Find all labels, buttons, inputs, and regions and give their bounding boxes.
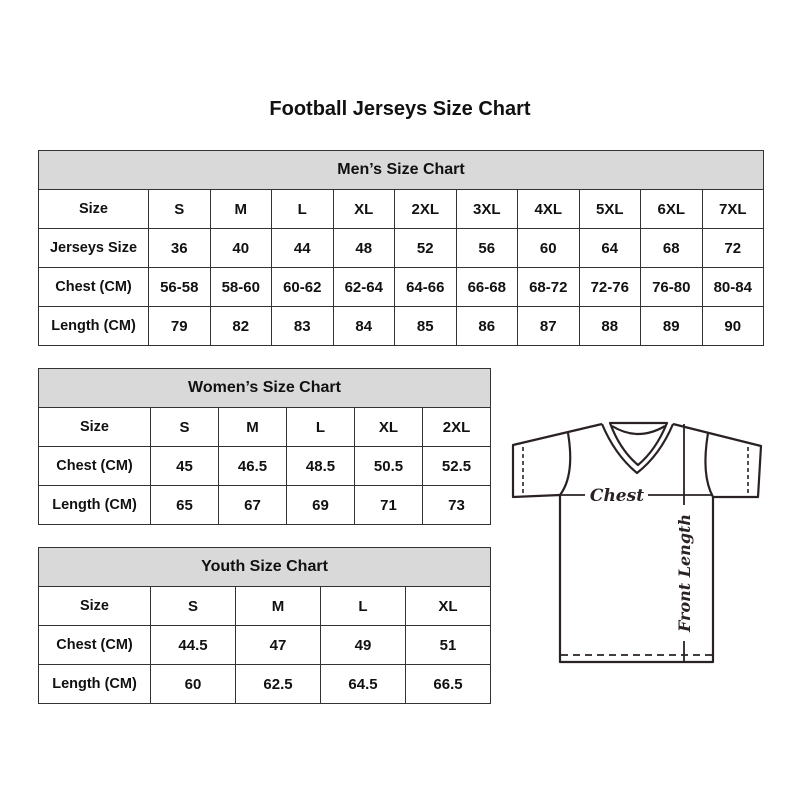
youth-row: Size S M L XL (38, 586, 491, 626)
youth-caption: Youth Size Chart (38, 547, 491, 587)
womens-row: Length (CM) 65 67 69 71 73 (38, 485, 491, 525)
table-cell: 85 (394, 306, 457, 346)
table-cell: 60 (517, 228, 580, 268)
table-cell: XL (354, 407, 423, 447)
table-cell: 6XL (640, 189, 703, 229)
womens-size-table: Women’s Size Chart Size S M L XL 2XL Chest (CM… (38, 368, 491, 525)
table-cell: 72-76 (578, 267, 641, 307)
chest-label: Chest (590, 486, 644, 506)
table-cell: 69 (286, 485, 355, 525)
table-cell: 90 (701, 306, 764, 346)
table-cell: 73 (422, 485, 491, 525)
front-length-label: Front Length (675, 514, 694, 633)
womens-caption: Women’s Size Chart (38, 368, 491, 408)
table-cell: 44.5 (150, 625, 236, 665)
table-cell: 48.5 (286, 446, 355, 486)
table-cell: 50.5 (354, 446, 423, 486)
collar-back (611, 425, 666, 436)
table-cell: 82 (209, 306, 272, 346)
table-cell: 66-68 (455, 267, 518, 307)
table-cell: S (150, 586, 236, 626)
jersey-outline (511, 422, 763, 664)
table-cell: 62.5 (235, 664, 321, 704)
table-cell: 80-84 (701, 267, 764, 307)
table-cell: 67 (218, 485, 287, 525)
table-cell: 47 (235, 625, 321, 665)
table-cell: 86 (455, 306, 518, 346)
table-cell: 71 (354, 485, 423, 525)
mens-row: Size S M L XL 2XL 3XL 4XL 5XL 6XL 7XL (38, 189, 764, 229)
table-cell: 68-72 (517, 267, 580, 307)
row-label: Size (38, 407, 151, 447)
table-cell: 5XL (578, 189, 641, 229)
table-cell: 48 (332, 228, 395, 268)
table-cell: M (235, 586, 321, 626)
table-cell: 51 (405, 625, 491, 665)
row-label: Chest (CM) (38, 625, 151, 665)
table-cell: L (320, 586, 406, 626)
row-label: Length (CM) (38, 306, 149, 346)
table-cell: 79 (148, 306, 211, 346)
table-cell: 88 (578, 306, 641, 346)
v-neck-inner (608, 421, 669, 467)
right-sleeve-seam (704, 432, 714, 498)
table-cell: 2XL (422, 407, 491, 447)
table-cell: 84 (332, 306, 395, 346)
youth-row: Chest (CM) 44.5 47 49 51 (38, 625, 491, 665)
v-neck-outer (600, 423, 675, 475)
table-cell: L (271, 189, 334, 229)
mens-caption: Men’s Size Chart (38, 150, 764, 190)
row-label: Length (CM) (38, 485, 151, 525)
page-title: Football Jerseys Size Chart (269, 98, 531, 120)
table-cell: 44 (271, 228, 334, 268)
table-cell: XL (332, 189, 395, 229)
table-cell: 62-64 (332, 267, 395, 307)
table-cell: 40 (209, 228, 272, 268)
table-cell: 60 (150, 664, 236, 704)
table-cell: 52.5 (422, 446, 491, 486)
table-cell: 68 (640, 228, 703, 268)
youth-size-table: Youth Size Chart Size S M L XL Chest (CM) 44.5… (38, 547, 491, 704)
table-cell: 76-80 (640, 267, 703, 307)
mens-row: Length (CM) 79 82 83 84 85 86 87 88 89 90 (38, 306, 764, 346)
table-cell: 36 (148, 228, 211, 268)
youth-row: Length (CM) 60 62.5 64.5 66.5 (38, 664, 491, 704)
table-cell: L (286, 407, 355, 447)
row-label: Jerseys Size (38, 228, 149, 268)
table-cell: 56-58 (148, 267, 211, 307)
table-cell: 87 (517, 306, 580, 346)
table-cell: 45 (150, 446, 219, 486)
mens-row: Jerseys Size 36 40 44 48 52 56 60 64 68 72 (38, 228, 764, 268)
mens-size-table: Men’s Size Chart Size S M L XL 2XL 3XL 4XL 5XL 6X… (38, 150, 764, 346)
table-cell: 49 (320, 625, 406, 665)
womens-row: Size S M L XL 2XL (38, 407, 491, 447)
left-sleeve-seam (559, 432, 572, 496)
table-cell: M (218, 407, 287, 447)
row-label: Chest (CM) (38, 446, 151, 486)
table-cell: 60-62 (271, 267, 334, 307)
table-cell: 65 (150, 485, 219, 525)
table-cell: 66.5 (405, 664, 491, 704)
table-cell: 64.5 (320, 664, 406, 704)
row-label: Size (38, 189, 149, 229)
row-label: Size (38, 586, 151, 626)
table-cell: 7XL (701, 189, 764, 229)
womens-row: Chest (CM) 45 46.5 48.5 50.5 52.5 (38, 446, 491, 486)
